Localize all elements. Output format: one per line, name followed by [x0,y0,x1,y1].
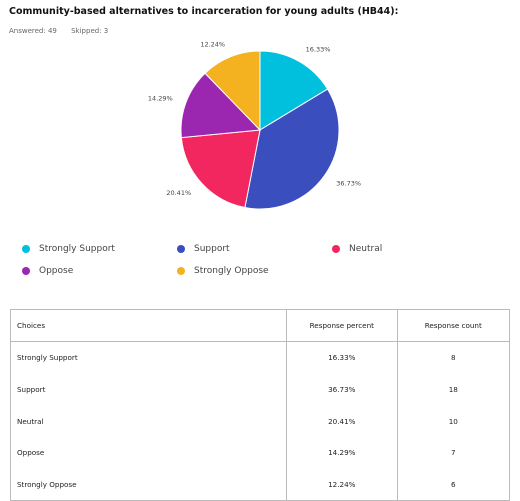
legend-swatch [177,245,185,253]
legend-swatch [22,245,30,253]
cell-count: 8 [450,353,456,363]
results-table: Choices Response percent Response count … [10,309,510,501]
header-response-percent: Response percent [286,309,398,342]
cell-percent: 12.24% [286,468,398,501]
pie-slice-oppose [180,72,262,139]
table-header-row: Choices Response percent Response count [10,309,510,342]
legend-label: Strongly Support [39,244,115,254]
pie-slice-strongly-oppose [204,50,261,132]
legend-label: Strongly Oppose [194,266,269,276]
header-response-count: Response count [397,309,510,342]
answered-count: Answered: 49 [9,27,57,35]
pie-slice-support [244,88,340,210]
legend-swatch [22,267,30,275]
cell-choice: Neutral [10,405,288,438]
legend-item-neutral: Neutral [332,244,382,254]
cell-count: 6 [450,480,456,490]
chart-legend: Strongly Support Support Neutral Oppose Stro… [0,240,520,285]
cell-count: 10 [448,416,458,426]
cell-count: 7 [450,448,456,458]
cell-choice: Support [10,373,288,406]
table-row: Strongly Oppose 12.24% 6 [10,468,510,501]
legend-label: Oppose [39,266,74,276]
legend-swatch [332,245,340,253]
table-row: Support 36.73% 18 [10,373,510,406]
cell-percent: 14.29% [286,437,398,469]
cell-choice: Strongly Oppose [10,468,288,501]
skipped-count: Skipped: 3 [71,27,109,35]
header-choices: Choices [10,309,288,342]
table-row: Strongly Support 16.33% 8 [10,341,510,374]
pie-label-strongly-support: 16.33% [306,45,331,53]
pie-slice-neutral [180,129,261,209]
cell-count: 18 [448,385,458,395]
legend-item-oppose: Oppose [22,266,73,276]
cell-percent: 20.41% [286,405,398,438]
pie-label-support: 36.73% [336,180,361,188]
pie-slice-strongly-support [259,50,329,131]
legend-item-strongly-support: Strongly Support [22,244,115,254]
legend-item-strongly-oppose: Strongly Oppose [177,266,269,276]
legend-label: Support [194,244,230,254]
cell-percent: 36.73% [286,373,398,406]
pie-label-neutral: 20.41% [166,189,191,197]
table-row: Oppose 14.29% 7 [10,437,510,469]
cell-choice: Oppose [10,437,288,469]
table-row: Neutral 20.41% 10 [10,405,510,438]
legend-label: Neutral [349,244,383,254]
pie-chart: 16.33% 36.73% 20.41% 14.29% 12.24% [148,40,361,210]
response-meta: Answered: 49 Skipped: 3 [9,27,120,35]
legend-swatch [177,267,185,275]
cell-percent: 16.33% [286,341,398,374]
cell-choice: Strongly Support [10,341,288,374]
legend-item-support: Support [177,244,230,254]
pie-label-strongly-oppose: 12.24% [200,40,225,48]
chart-title: Community-based alternatives to incarcer… [9,6,399,17]
pie-label-oppose: 14.29% [148,94,173,102]
